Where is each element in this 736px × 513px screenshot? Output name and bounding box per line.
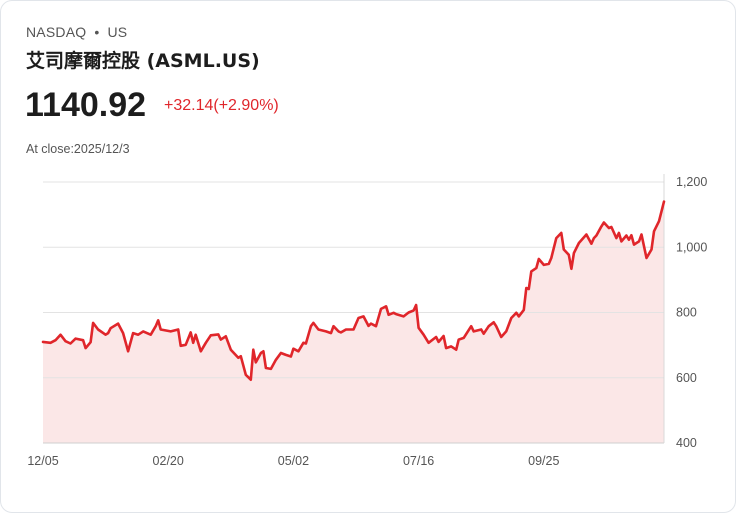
x-tick-label: 05/02: [278, 454, 309, 468]
price-change: +32.14(+2.90%): [164, 97, 279, 114]
y-tick-label: 1,200: [676, 175, 707, 189]
market-label: US: [107, 24, 128, 40]
exchange-label: NASDAQ: [26, 24, 87, 40]
y-tick-label: 400: [676, 436, 697, 450]
exchange-line: NASDAQ • US: [26, 24, 127, 40]
x-tick-label: 09/25: [528, 454, 559, 468]
close-timestamp: At close:2025/12/3: [26, 142, 130, 156]
stock-name: 艾司摩爾控股 (ASML.US): [26, 50, 260, 72]
x-tick-label: 12/05: [27, 454, 58, 468]
y-tick-label: 1,000: [676, 240, 707, 254]
price-area-fill: [43, 201, 664, 443]
x-tick-label: 02/20: [153, 454, 184, 468]
x-tick-label: 07/16: [403, 454, 434, 468]
current-price: 1140.92: [25, 86, 147, 124]
price-line: [41, 200, 666, 381]
y-tick-label: 600: [676, 371, 697, 385]
y-tick-label: 800: [676, 306, 697, 320]
separator-dot: •: [94, 24, 100, 40]
